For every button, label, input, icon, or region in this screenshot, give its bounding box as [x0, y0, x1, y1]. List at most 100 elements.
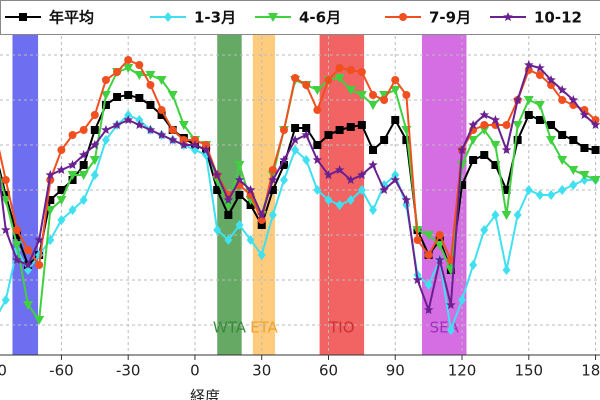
marker — [345, 175, 356, 185]
marker — [234, 175, 245, 185]
marker — [167, 91, 178, 100]
marker — [302, 155, 311, 165]
marker — [524, 185, 533, 195]
marker — [312, 86, 323, 95]
marker — [23, 301, 34, 310]
marker — [458, 181, 467, 189]
marker — [558, 131, 567, 139]
marker — [23, 260, 33, 270]
marker — [569, 136, 578, 144]
marker — [234, 161, 245, 170]
marker — [335, 126, 344, 134]
marker — [291, 74, 300, 82]
marker — [124, 91, 133, 99]
marker — [413, 236, 422, 244]
marker — [1, 191, 10, 199]
legend-label: 4-6月 — [299, 9, 341, 27]
marker — [113, 68, 122, 76]
x-tick-label: -60 — [49, 362, 74, 380]
marker — [179, 140, 189, 150]
marker — [1, 295, 10, 305]
marker — [257, 250, 266, 260]
marker — [135, 61, 144, 69]
marker — [57, 186, 66, 194]
marker — [368, 91, 377, 99]
marker — [79, 126, 88, 134]
marker — [168, 126, 177, 134]
marker — [256, 210, 267, 220]
marker — [346, 66, 355, 74]
marker — [367, 101, 378, 110]
marker — [201, 145, 211, 155]
marker — [291, 145, 300, 155]
marker — [480, 151, 489, 159]
marker — [313, 141, 322, 149]
marker — [435, 236, 444, 244]
marker — [235, 191, 244, 199]
marker — [90, 140, 100, 150]
marker — [313, 185, 322, 195]
marker — [502, 121, 511, 129]
marker — [134, 71, 145, 80]
marker — [135, 94, 144, 102]
marker — [457, 161, 468, 170]
marker — [402, 136, 411, 144]
marker — [513, 136, 522, 144]
x-tick-label: 120 — [448, 362, 477, 380]
marker — [401, 195, 412, 205]
marker — [423, 231, 434, 240]
marker — [412, 275, 423, 285]
marker — [146, 101, 155, 109]
marker — [167, 135, 178, 145]
marker — [579, 110, 590, 120]
marker — [490, 115, 501, 125]
marker — [90, 111, 99, 119]
marker — [357, 68, 366, 76]
marker — [324, 76, 333, 84]
marker — [512, 121, 523, 130]
marker — [19, 13, 27, 21]
marker — [501, 211, 512, 220]
marker — [45, 206, 56, 215]
x-tick-label: -30 — [116, 362, 141, 380]
marker — [313, 106, 322, 114]
marker — [268, 186, 277, 194]
x-tick-label: 60 — [319, 362, 338, 380]
marker — [324, 195, 333, 205]
marker — [468, 120, 478, 130]
marker — [34, 316, 45, 325]
marker — [246, 235, 255, 245]
marker — [591, 146, 600, 154]
marker — [568, 166, 579, 175]
x-tick-label: -90 — [0, 362, 7, 380]
marker — [134, 120, 145, 130]
marker — [469, 260, 478, 270]
marker — [312, 155, 323, 165]
marker — [391, 116, 400, 124]
marker — [101, 135, 110, 145]
marker — [178, 121, 189, 130]
marker — [491, 161, 500, 169]
region — [12, 0, 39, 355]
marker — [546, 136, 557, 145]
marker — [291, 124, 300, 132]
marker — [67, 160, 78, 170]
marker — [123, 115, 133, 125]
marker — [479, 126, 490, 135]
marker — [190, 140, 200, 150]
marker — [101, 125, 111, 135]
marker — [345, 86, 356, 95]
marker — [390, 175, 401, 185]
marker — [446, 300, 456, 310]
marker — [223, 195, 234, 205]
marker — [346, 123, 355, 131]
marker — [324, 131, 333, 139]
region-label: ETA — [250, 319, 278, 337]
marker — [579, 171, 590, 180]
marker — [100, 91, 111, 100]
legend-label: 年平均 — [49, 9, 94, 27]
marker — [380, 136, 389, 144]
marker — [164, 12, 172, 22]
marker — [423, 305, 434, 315]
